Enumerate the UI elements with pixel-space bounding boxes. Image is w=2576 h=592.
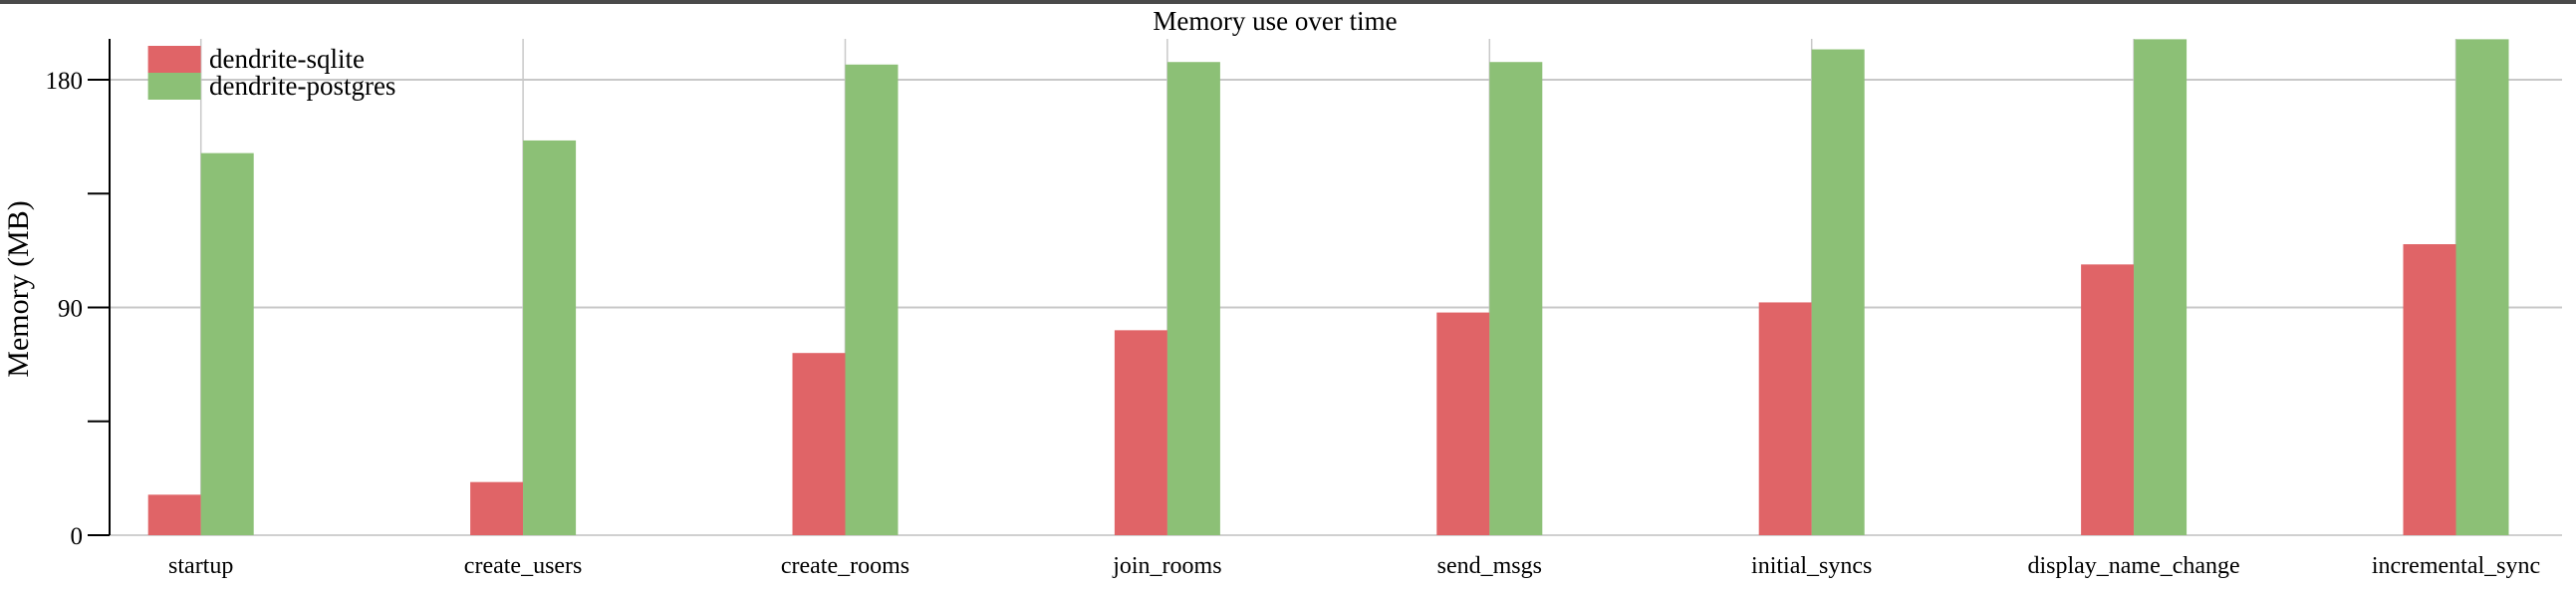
legend-label: dendrite-postgres xyxy=(209,71,395,101)
bar-dendrite-postgres-incremental_sync xyxy=(2455,39,2509,535)
bar-dendrite-postgres-send_msgs xyxy=(1489,62,1543,535)
bars xyxy=(147,39,2509,536)
y-tick-label: 0 xyxy=(71,523,84,550)
bar-dendrite-sqlite-create_rooms xyxy=(792,353,846,535)
bar-dendrite-sqlite-incremental_sync xyxy=(2403,244,2456,535)
x-tick-label: send_msgs xyxy=(1437,553,1542,579)
y-axis-label: Memory (MB) xyxy=(2,200,35,377)
bar-dendrite-sqlite-display_name_change xyxy=(2081,264,2135,535)
x-tick-label: initial_syncs xyxy=(1751,553,1872,579)
legend-swatch-dendrite-postgres xyxy=(147,73,201,100)
gridlines xyxy=(110,39,2562,536)
bar-dendrite-sqlite-create_users xyxy=(470,481,524,535)
x-tick-label: display_name_change xyxy=(2027,553,2239,579)
legend-swatch-dendrite-sqlite xyxy=(147,46,201,73)
bar-dendrite-postgres-join_rooms xyxy=(1166,62,1220,535)
x-tick-label: incremental_sync xyxy=(2372,553,2540,579)
y-tick-label: 90 xyxy=(58,296,83,323)
bar-dendrite-postgres-initial_syncs xyxy=(1811,49,1865,536)
bar-dendrite-postgres-display_name_change xyxy=(2134,39,2188,535)
bar-dendrite-postgres-startup xyxy=(200,152,254,535)
bar-dendrite-sqlite-send_msgs xyxy=(1436,312,1490,535)
legend-label: dendrite-sqlite xyxy=(209,44,365,74)
x-tick-label: create_users xyxy=(464,553,583,579)
window-top-border xyxy=(0,0,2576,4)
x-tick-label: startup xyxy=(168,553,233,579)
axes: startup create_users create_rooms join_room… xyxy=(46,39,2540,579)
y-tick-label: 180 xyxy=(46,68,84,95)
bar-dendrite-postgres-create_rooms xyxy=(845,64,899,536)
bar-dendrite-postgres-create_users xyxy=(523,140,577,535)
bar-dendrite-sqlite-startup xyxy=(147,494,201,535)
bar-dendrite-sqlite-initial_syncs xyxy=(1758,302,1812,535)
chart-title: Memory use over time xyxy=(1153,6,1397,36)
x-tick-label: join_rooms xyxy=(1112,553,1221,579)
x-tick-label: create_rooms xyxy=(781,553,909,579)
bar-dendrite-sqlite-join_rooms xyxy=(1114,330,1167,535)
